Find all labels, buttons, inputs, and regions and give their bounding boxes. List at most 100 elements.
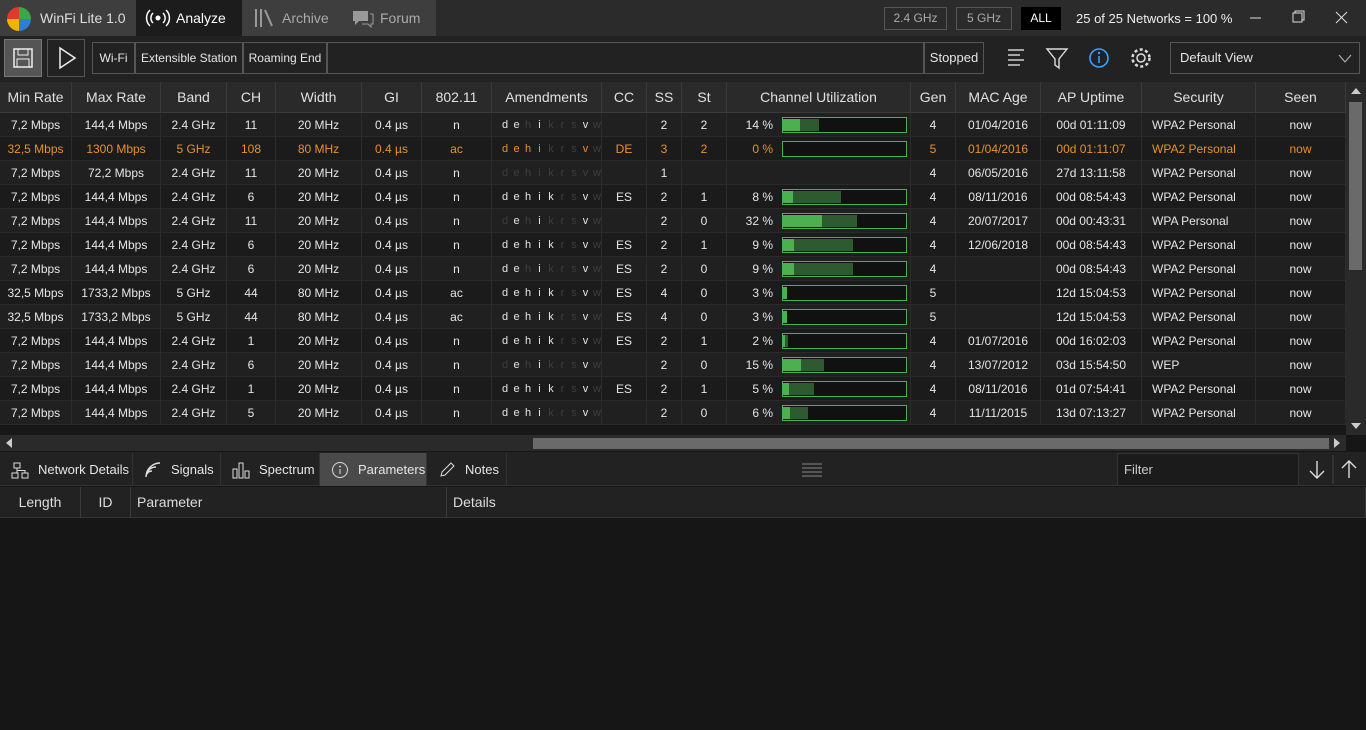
table-cell: 1 bbox=[682, 233, 727, 257]
amendment-letter: k bbox=[548, 383, 554, 395]
column-header[interactable]: Amendments bbox=[492, 82, 602, 112]
details-tab[interactable]: Notes bbox=[427, 453, 507, 486]
column-header[interactable]: CH bbox=[227, 82, 276, 112]
top-tab[interactable]: Forum bbox=[340, 0, 436, 36]
column-header[interactable]: AP Uptime bbox=[1041, 82, 1142, 112]
column-header[interactable]: Width bbox=[276, 82, 362, 112]
details-tab[interactable]: Network Details bbox=[0, 453, 133, 486]
sort-buttons[interactable] bbox=[1300, 453, 1366, 486]
amendment-letter: i bbox=[538, 287, 541, 299]
column-header[interactable]: MAC Age bbox=[956, 82, 1041, 112]
table-cell: 44 bbox=[227, 305, 276, 329]
table-cell: 00d 16:02:03 bbox=[1041, 329, 1142, 353]
utilization-fill bbox=[783, 215, 823, 227]
top-tab[interactable]: Analyze bbox=[136, 0, 242, 36]
utilization-label: 9 % bbox=[752, 262, 773, 276]
network-row[interactable]: 7,2 Mbps 72,2 Mbps 2.4 GHz 11 20 MHz 0.4 µs n d… bbox=[0, 161, 1346, 185]
network-row[interactable]: 7,2 Mbps 144,4 Mbps 2.4 GHz 6 20 MHz 0.4 µs n d… bbox=[0, 185, 1346, 209]
top-tab-icon bbox=[145, 9, 171, 27]
network-row[interactable]: 7,2 Mbps 144,4 Mbps 2.4 GHz 6 20 MHz 0.4 µs n d… bbox=[0, 233, 1346, 257]
table-cell: ES bbox=[602, 257, 647, 281]
band-filter[interactable]: 5 GHz bbox=[956, 7, 1012, 30]
column-header[interactable]: Channel Utilization bbox=[727, 82, 911, 112]
utilization-fill bbox=[783, 335, 786, 347]
network-row[interactable]: 32,5 Mbps 1733,2 Mbps 5 GHz 44 80 MHz 0.4 µs a… bbox=[0, 305, 1346, 329]
mode-button[interactable]: Wi-Fi bbox=[92, 42, 135, 74]
table-cell: 80 MHz bbox=[276, 137, 362, 161]
scroll-thumb[interactable] bbox=[1349, 102, 1362, 270]
parameter-column[interactable]: Details bbox=[447, 487, 1366, 518]
table-cell: 4 bbox=[911, 113, 956, 137]
amendment-letter: e bbox=[513, 167, 520, 179]
status-button[interactable]: Stopped bbox=[924, 42, 984, 74]
column-header[interactable]: Min Rate bbox=[0, 82, 72, 112]
table-cell bbox=[956, 281, 1041, 305]
utilization-bar bbox=[782, 333, 907, 349]
column-header[interactable]: Gen bbox=[911, 82, 956, 112]
band-filter[interactable]: 2.4 GHz bbox=[884, 7, 947, 30]
save-button[interactable] bbox=[4, 39, 42, 77]
column-header[interactable]: St bbox=[682, 82, 727, 112]
network-row[interactable]: 7,2 Mbps 144,4 Mbps 2.4 GHz 11 20 MHz 0.4 µs n… bbox=[0, 113, 1346, 137]
parameter-column[interactable]: ID bbox=[81, 487, 131, 518]
table-cell: 4 bbox=[911, 329, 956, 353]
amendment-letter: w bbox=[593, 311, 601, 323]
column-header[interactable]: Seen bbox=[1256, 82, 1346, 112]
table-cell: 4 bbox=[647, 281, 682, 305]
column-header[interactable]: 802.11 bbox=[422, 82, 492, 112]
details-tab[interactable]: Signals bbox=[133, 453, 221, 486]
table-cell: 32,5 Mbps bbox=[0, 305, 72, 329]
column-header[interactable]: GI bbox=[362, 82, 422, 112]
view-dropdown[interactable]: Default View bbox=[1170, 42, 1360, 74]
network-row[interactable]: 7,2 Mbps 144,4 Mbps 2.4 GHz 1 20 MHz 0.4 µs n d… bbox=[0, 377, 1346, 401]
table-cell: 144,4 Mbps bbox=[72, 401, 161, 425]
table-cell: 2.4 GHz bbox=[161, 113, 227, 137]
column-header[interactable]: Security bbox=[1142, 82, 1256, 112]
table-cell: 6 bbox=[227, 353, 276, 377]
table-cell: now bbox=[1256, 137, 1346, 161]
column-header[interactable]: Max Rate bbox=[72, 82, 161, 112]
network-row[interactable]: 7,2 Mbps 144,4 Mbps 2.4 GHz 11 20 MHz 0.4 µs n… bbox=[0, 209, 1346, 233]
toolbar-icons[interactable] bbox=[1000, 40, 1160, 76]
hscroll-thumb[interactable] bbox=[533, 438, 1329, 449]
details-tab[interactable]: Spectrum bbox=[221, 453, 320, 486]
mode-button[interactable]: Roaming End bbox=[243, 42, 327, 74]
table-cell: 01/07/2016 bbox=[956, 329, 1041, 353]
network-row[interactable]: 7,2 Mbps 144,4 Mbps 2.4 GHz 6 20 MHz 0.4 µs n d… bbox=[0, 257, 1346, 281]
parameter-column[interactable]: Parameter bbox=[131, 487, 447, 518]
amendment-letter: i bbox=[538, 311, 541, 323]
top-tab[interactable]: Archive bbox=[242, 0, 340, 36]
network-row[interactable]: 7,2 Mbps 144,4 Mbps 2.4 GHz 6 20 MHz 0.4 µs n d… bbox=[0, 353, 1346, 377]
search-box[interactable] bbox=[327, 42, 924, 74]
horizontal-scrollbar[interactable] bbox=[0, 435, 1346, 451]
table-cell: 00d 00:43:31 bbox=[1041, 209, 1142, 233]
network-row[interactable]: 7,2 Mbps 144,4 Mbps 2.4 GHz 1 20 MHz 0.4 µs n d… bbox=[0, 329, 1346, 353]
mode-button[interactable]: Extensible Station bbox=[135, 42, 243, 74]
parameter-column[interactable]: Length bbox=[0, 487, 81, 518]
drag-handle[interactable] bbox=[800, 460, 824, 480]
column-header[interactable]: SS bbox=[647, 82, 682, 112]
band-filter[interactable]: ALL bbox=[1021, 7, 1061, 30]
column-header[interactable]: Band bbox=[161, 82, 227, 112]
table-cell: 00d 08:54:43 bbox=[1041, 257, 1142, 281]
table-cell: 7,2 Mbps bbox=[0, 185, 72, 209]
vertical-scrollbar[interactable] bbox=[1346, 82, 1366, 435]
network-row[interactable]: 32,5 Mbps 1733,2 Mbps 5 GHz 44 80 MHz 0.4 µs a… bbox=[0, 281, 1346, 305]
table-cell: WPA2 Personal bbox=[1142, 257, 1256, 281]
table-cell: 2.4 GHz bbox=[161, 329, 227, 353]
table-header: Min Rate Max Rate Band CH Width GI 802.11 Amend… bbox=[0, 82, 1346, 113]
utilization-fill bbox=[783, 407, 791, 419]
play-button[interactable] bbox=[47, 39, 85, 77]
filter-input[interactable]: Filter bbox=[1117, 453, 1299, 486]
network-row[interactable]: 32,5 Mbps 1300 Mbps 5 GHz 108 80 MHz 0.4 µs ac… bbox=[0, 137, 1346, 161]
details-tab[interactable]: Parameters bbox=[320, 453, 427, 486]
table-cell: 1 bbox=[227, 377, 276, 401]
window-controls[interactable] bbox=[1240, 0, 1366, 36]
network-row[interactable]: 7,2 Mbps 144,4 Mbps 2.4 GHz 5 20 MHz 0.4 µs n d… bbox=[0, 401, 1346, 425]
table-cell: n bbox=[422, 161, 492, 185]
column-header[interactable]: CC bbox=[602, 82, 647, 112]
amendment-letter: v bbox=[582, 407, 589, 419]
